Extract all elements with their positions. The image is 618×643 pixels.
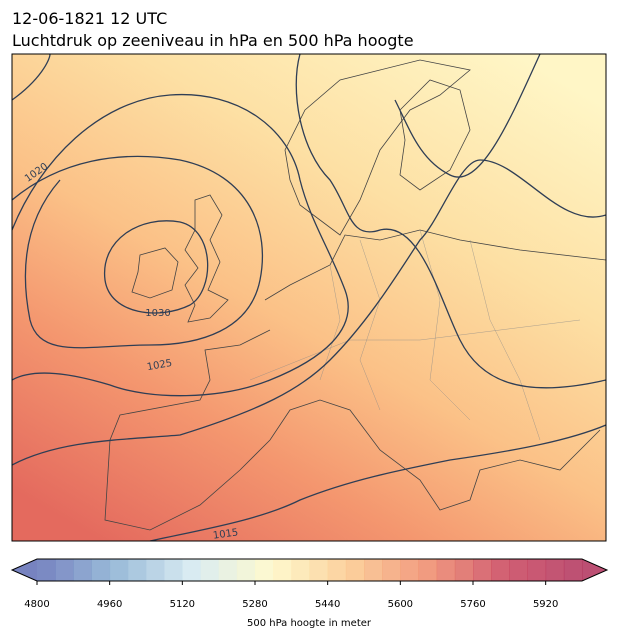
coastline (184, 194, 229, 323)
colorbar-tick-label: 4960 (97, 599, 122, 610)
colorbar-extend (12, 559, 37, 581)
colorbar-segment (509, 559, 528, 581)
map-frame (11, 53, 607, 542)
colorbar-segment (55, 559, 74, 581)
contour-label: 1030 (145, 308, 170, 319)
colorbar-segment (364, 559, 383, 581)
coastline (399, 79, 471, 191)
colorbar-label: 500 hPa hoogte in meter (247, 618, 372, 629)
isobar (12, 159, 606, 466)
colorbar-segment (218, 559, 238, 581)
map: 1020 1030 1025 1015 (12, 54, 606, 541)
border (249, 229, 581, 441)
colorbar-tick-label: 5280 (242, 599, 267, 610)
colorbar-segment (382, 559, 401, 581)
isobar (12, 155, 264, 349)
colorbar-segment (273, 559, 292, 581)
colorbar-segment (418, 559, 438, 581)
colorbar-segment (436, 559, 456, 581)
coastline (131, 247, 179, 299)
colorbar-segment (545, 559, 565, 581)
colorbar-tick-label: 5760 (460, 599, 485, 610)
colorbar-segment (327, 559, 347, 581)
colorbar-segment (164, 559, 183, 581)
contour-label: 1025 (146, 358, 173, 373)
contour-label: 1015 (212, 527, 239, 541)
colorbar: 4800 4960 5120 5280 5440 5600 5760 5920 (10, 558, 609, 610)
colorbar-tick-label: 5120 (170, 599, 195, 610)
colorbar-segment (400, 559, 419, 581)
colorbar-segment (91, 559, 111, 581)
colorbar-segment (473, 559, 492, 581)
coastline (104, 229, 606, 531)
colorbar-segment (345, 559, 365, 581)
colorbar-segment (200, 559, 220, 581)
colorbar-segment (527, 559, 547, 581)
isobar (149, 424, 606, 541)
height-field (12, 54, 606, 541)
coastline (284, 59, 471, 236)
colorbar-segment (127, 559, 147, 581)
colorbar-segment (73, 559, 92, 581)
colorbar-tick-label: 5920 (533, 599, 558, 610)
colorbar-tick-label: 5600 (388, 599, 413, 610)
colorbar-segment (309, 559, 329, 581)
colorbar-segment (182, 559, 201, 581)
title-line: 12-06-1821 12 UTC (12, 9, 167, 28)
isobar (12, 54, 606, 389)
colorbar-segment (146, 559, 165, 581)
colorbar-segment (291, 559, 310, 581)
colorbar-segment (37, 559, 56, 581)
colorbar-extend (582, 559, 607, 581)
colorbar-segment (255, 559, 274, 581)
colorbar-segment (491, 559, 510, 581)
colorbar-segment (454, 559, 474, 581)
isobar (12, 93, 349, 397)
isobar (104, 220, 209, 314)
colorbar-outline (10, 558, 609, 582)
colorbar-tick-label: 4800 (24, 599, 49, 610)
isobar (394, 54, 541, 178)
colorbar-tick-label: 5440 (315, 599, 340, 610)
colorbar-segment (563, 559, 583, 581)
colorbar-segment (236, 559, 256, 581)
colorbar-segment (109, 559, 129, 581)
title-line: Luchtdruk op zeeniveau in hPa en 500 hPa… (12, 31, 414, 50)
